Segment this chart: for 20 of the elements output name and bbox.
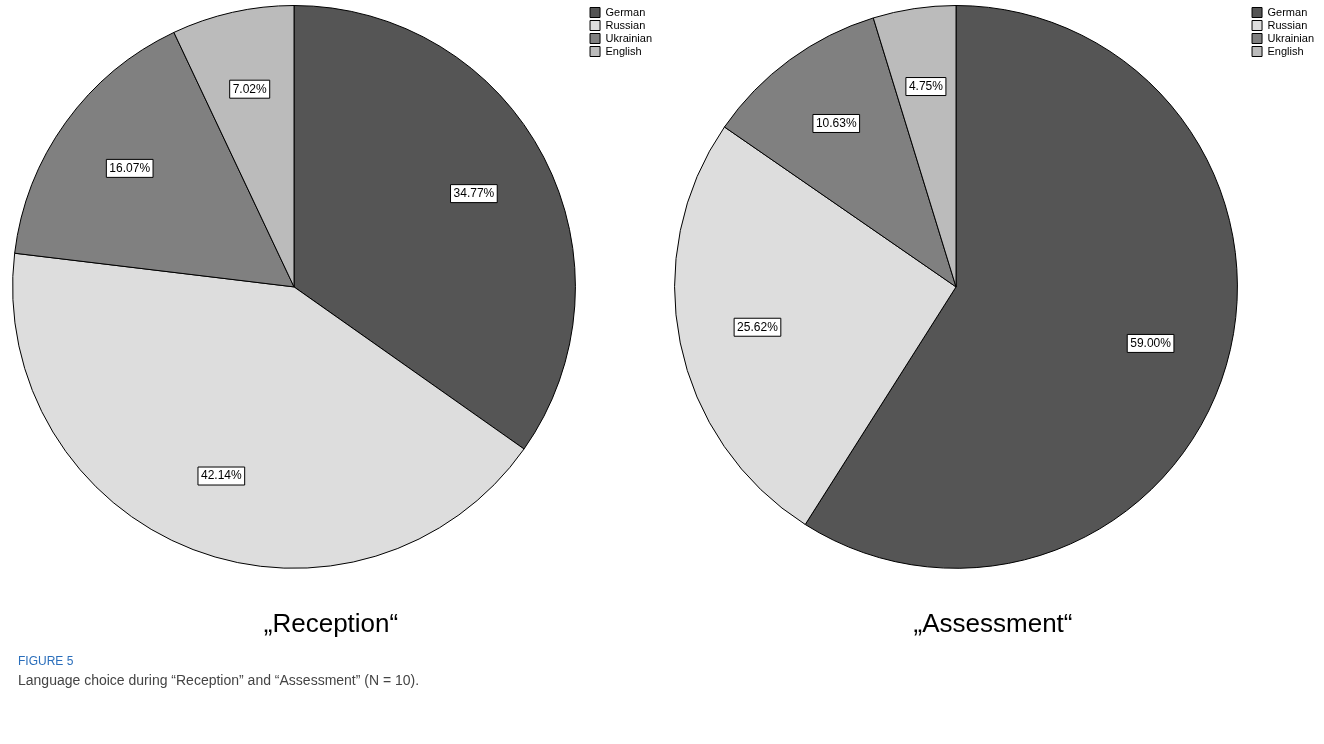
data-label: 34.77% bbox=[453, 185, 495, 200]
legend-label: German bbox=[1267, 5, 1308, 18]
data-label: 16.07% bbox=[109, 160, 151, 175]
legend-label: Ukrainian bbox=[605, 31, 652, 44]
data-label: 42.14% bbox=[200, 468, 243, 483]
caption: FIGURE 5 bbox=[18, 654, 75, 668]
data-label: 10.63% bbox=[815, 115, 857, 130]
legend-label: English bbox=[1267, 44, 1304, 57]
text: „Reception“ bbox=[263, 607, 399, 638]
legend-label: Russian bbox=[605, 18, 646, 31]
text: „Assessment“ bbox=[913, 607, 1073, 638]
data-label: 25.62% bbox=[737, 319, 779, 334]
data-label: 59.00% bbox=[1130, 335, 1172, 350]
legend-label: Russian bbox=[1267, 18, 1308, 31]
legend-label: German bbox=[605, 5, 646, 18]
data-label: 4.75% bbox=[908, 78, 944, 93]
legend-label: Ukrainian bbox=[1267, 31, 1314, 44]
legend-label: English bbox=[605, 44, 642, 57]
text: Language choice during “Reception” and “Assessment” (N = 10). bbox=[18, 672, 421, 688]
data-label: 7.02% bbox=[232, 81, 268, 96]
